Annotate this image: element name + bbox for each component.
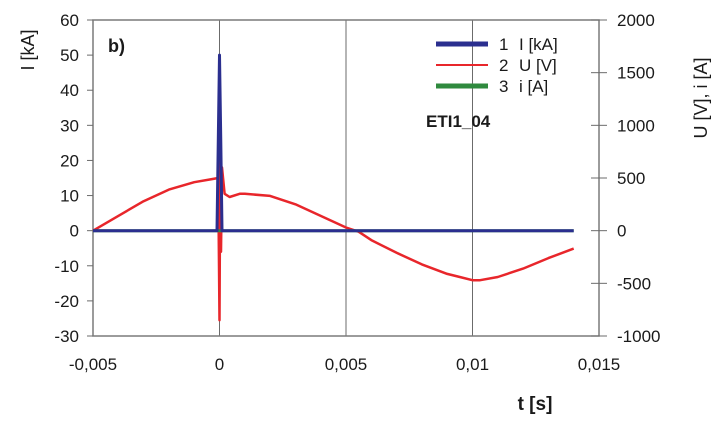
y-right-tick-label: -500 <box>617 274 651 293</box>
y-left-tick-label: 20 <box>60 151 79 170</box>
y-axis-left-title: I [kA] <box>18 29 38 70</box>
y-left-tick-label: -20 <box>54 292 79 311</box>
legend: 1 I [kA] 2 U [V] 3 i [A] <box>436 35 558 96</box>
y-left-tick-label: -30 <box>54 327 79 346</box>
panel-label: b) <box>108 36 125 56</box>
axes: -0,005 0 0,005 0,01 0,015-30-20-100102030405… <box>54 11 660 374</box>
x-tick-label: 0,005 <box>325 355 368 374</box>
legend-label-2: U [V] <box>519 56 557 75</box>
y-right-tick-label: 1000 <box>617 116 655 135</box>
annotation-label: ETI1_04 <box>426 112 491 131</box>
grid <box>219 20 473 336</box>
y-right-tick-label: 2000 <box>617 11 655 30</box>
legend-label-1: I [kA] <box>519 35 558 54</box>
legend-number-1: 1 <box>499 35 508 54</box>
y-right-tick-label: -1000 <box>617 327 660 346</box>
x-tick-label: -0,005 <box>69 355 117 374</box>
series-line-1 <box>93 53 574 233</box>
series-layer <box>92 53 575 322</box>
legend-number-3: 3 <box>499 77 508 96</box>
legend-number-2: 2 <box>499 56 508 75</box>
y-left-tick-label: 0 <box>70 222 79 241</box>
y-right-tick-label: 500 <box>617 169 645 188</box>
y-left-tick-label: 10 <box>60 187 79 206</box>
y-right-tick-label: 0 <box>617 222 626 241</box>
y-axis-right-title: U [V], i [A] <box>691 57 711 138</box>
y-right-tick-label: 1500 <box>617 64 655 83</box>
y-left-tick-label: 30 <box>60 116 79 135</box>
y-left-tick-label: -10 <box>54 257 79 276</box>
x-tick-label: 0,015 <box>578 355 621 374</box>
y-left-tick-label: 60 <box>60 11 79 30</box>
series-line-2 <box>92 145 575 322</box>
y-left-tick-label: 40 <box>60 81 79 100</box>
x-tick-label: 0,01 <box>456 355 489 374</box>
legend-label-3: i [A] <box>519 77 548 96</box>
x-axis-title: t [s] <box>518 394 553 415</box>
x-tick-label: 0 <box>215 355 224 374</box>
y-left-tick-label: 50 <box>60 46 79 65</box>
